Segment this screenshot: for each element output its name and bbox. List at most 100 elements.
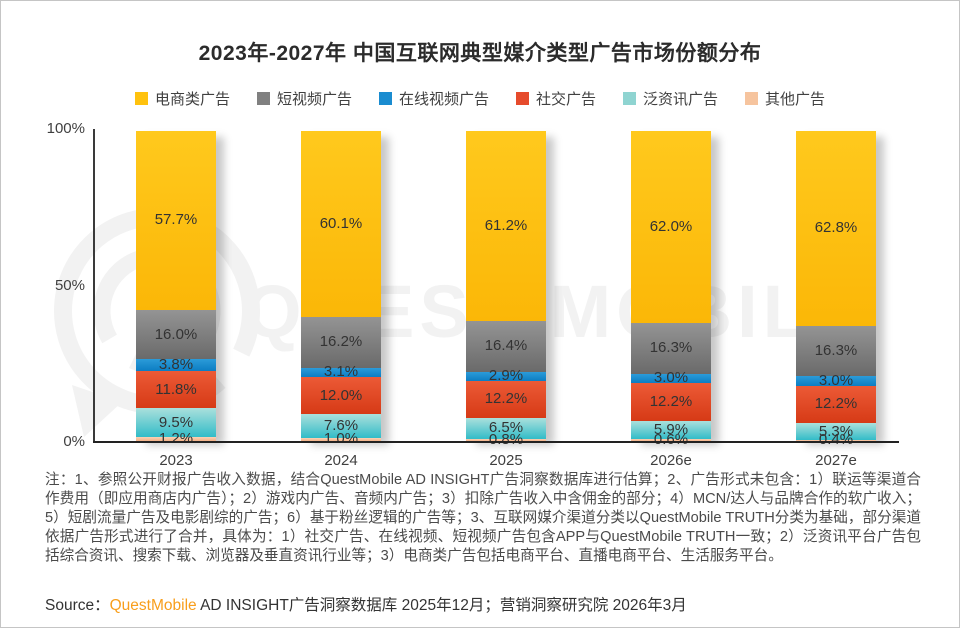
legend-label: 其他广告 bbox=[765, 91, 826, 108]
segment-value-label: 12.2% bbox=[649, 392, 693, 410]
y-axis-tick-label: 50% bbox=[54, 277, 85, 294]
legend-label: 社交广告 bbox=[536, 91, 597, 108]
legend-label: 电商类广告 bbox=[154, 91, 230, 108]
segment-value-label: 1.2% bbox=[158, 430, 194, 448]
x-axis-category-label: 2027e bbox=[815, 452, 857, 469]
segment-value-label: 3.1% bbox=[323, 363, 359, 381]
stacked-bar-2023: 57.7% 16.0% 3.8% 11.8% 9.5% 1.2% bbox=[136, 131, 216, 447]
bar-segment bbox=[136, 359, 216, 372]
segment-value-label: 9.5% bbox=[158, 413, 194, 431]
y-axis-line bbox=[93, 129, 95, 442]
segment-value-label: 5.9% bbox=[653, 420, 689, 438]
segment-value-label: 12.2% bbox=[814, 395, 858, 413]
legend-item-0: 电商类广告 bbox=[134, 88, 230, 109]
segment-value-label: 2.9% bbox=[488, 367, 524, 385]
segment-value-label: 11.8% bbox=[155, 380, 197, 398]
legend-swatch-icon bbox=[745, 92, 759, 105]
bar-segment bbox=[631, 131, 711, 324]
legend-swatch-icon bbox=[134, 92, 148, 105]
legend-item-2: 在线视频广告 bbox=[378, 88, 489, 109]
segment-value-label: 12.0% bbox=[319, 386, 363, 404]
legend-swatch-icon bbox=[516, 92, 529, 105]
x-axis-category-label: 2023 bbox=[159, 452, 193, 469]
bar-segment bbox=[136, 131, 216, 310]
bar-segment bbox=[631, 373, 711, 384]
bar-segment bbox=[466, 131, 546, 321]
segment-value-label: 16.2% bbox=[319, 333, 363, 351]
source-line: Source：QuestMobile AD INSIGHT广告洞察数据库 202… bbox=[45, 593, 687, 615]
bar-segment bbox=[136, 407, 216, 438]
bar-segment bbox=[466, 371, 546, 381]
bar-segment bbox=[796, 325, 876, 377]
segment-value-label: 16.0% bbox=[154, 325, 198, 343]
bar-segment bbox=[136, 371, 216, 408]
legend-label: 在线视频广告 bbox=[398, 91, 489, 108]
chart-title: 2023年-2027年 中国互联网典型媒介类型广告市场份额分布 bbox=[198, 42, 762, 65]
segment-value-label: 3.8% bbox=[158, 356, 194, 374]
bar-segment bbox=[301, 377, 381, 415]
bar-segment bbox=[301, 131, 381, 318]
bar-segment bbox=[796, 376, 876, 386]
x-axis-category-label: 2026e bbox=[650, 452, 692, 469]
stacked-bar-2026e: 62.0% 16.3% 3.0% 12.2% 5.9% 0.6% bbox=[631, 131, 711, 448]
legend-item-3: 社交广告 bbox=[516, 88, 596, 109]
legend-item-5: 其他广告 bbox=[745, 88, 825, 109]
segment-value-label: 0.6% bbox=[653, 431, 689, 449]
segment-value-label: 57.7% bbox=[154, 211, 198, 229]
bar-segment bbox=[631, 383, 711, 421]
segment-value-label: 16.3% bbox=[649, 339, 693, 357]
bar-segment bbox=[136, 309, 216, 360]
legend-label: 短视频广告 bbox=[276, 91, 352, 108]
x-axis-line bbox=[93, 441, 899, 443]
y-axis-tick-label: 0% bbox=[63, 433, 85, 450]
segment-value-label: 16.4% bbox=[484, 337, 528, 355]
legend-swatch-icon bbox=[378, 92, 392, 105]
x-axis-category-label: 2024 bbox=[324, 452, 358, 469]
segment-value-label: 6.5% bbox=[488, 419, 524, 437]
stacked-bar-2027e: 62.8% 16.3% 3.0% 12.2% 5.3% 0.4% bbox=[796, 131, 876, 448]
legend-swatch-icon bbox=[623, 92, 637, 105]
bar-segment bbox=[466, 320, 546, 372]
source-rest: AD INSIGHT广告洞察数据库 2025年12月；营销洞察研究院 2026年… bbox=[196, 597, 687, 614]
bar-segment bbox=[466, 380, 546, 419]
bar-segment bbox=[466, 438, 546, 441]
legend-item-1: 短视频广告 bbox=[256, 88, 352, 109]
legend-label: 泛资讯广告 bbox=[643, 91, 719, 108]
bar-segment bbox=[301, 437, 381, 441]
segment-value-label: 61.2% bbox=[484, 216, 528, 234]
source-prefix: Source： bbox=[45, 597, 110, 614]
segment-value-label: 0.8% bbox=[488, 430, 524, 448]
x-axis-category-label: 2025 bbox=[489, 452, 523, 469]
bar-segment bbox=[796, 439, 876, 441]
bar-segment bbox=[796, 131, 876, 326]
bar-segment bbox=[301, 317, 381, 368]
bar-segment bbox=[136, 437, 216, 441]
chart-legend: 电商类广告 短视频广告 在线视频广告 社交广告 泛资讯广告 其他广告 bbox=[1, 88, 959, 109]
y-axis-tick-label: 100% bbox=[46, 120, 85, 137]
bar-segment bbox=[466, 418, 546, 439]
stacked-bar-2025: 61.2% 16.4% 2.9% 12.2% 6.5% 0.8% bbox=[466, 131, 546, 448]
bar-segment bbox=[631, 420, 711, 440]
segment-value-label: 62.0% bbox=[649, 218, 693, 236]
bar-segment bbox=[631, 323, 711, 374]
footnote: 注：1、参照公开财报广告收入数据，结合QuestMobile AD INSIGH… bbox=[45, 472, 922, 564]
legend-swatch-icon bbox=[256, 92, 270, 105]
bar-segment bbox=[301, 414, 381, 438]
segment-value-label: 3.0% bbox=[653, 369, 689, 387]
bar-segment bbox=[631, 439, 711, 441]
segment-value-label: 3.0% bbox=[818, 371, 854, 389]
stacked-bar-2024: 60.1% 16.2% 3.1% 12.0% 7.6% 1.0% bbox=[301, 131, 381, 447]
segment-value-label: 16.3% bbox=[814, 341, 858, 359]
segment-value-label: 12.2% bbox=[484, 390, 528, 408]
bar-segment bbox=[796, 423, 876, 440]
legend-item-4: 泛资讯广告 bbox=[623, 88, 718, 109]
segment-value-label: 5.3% bbox=[818, 422, 854, 440]
segment-value-label: 7.6% bbox=[323, 417, 359, 435]
bar-segment bbox=[301, 367, 381, 378]
segment-value-label: 1.0% bbox=[323, 430, 359, 448]
bar-segment bbox=[796, 385, 876, 424]
segment-value-label: 62.8% bbox=[814, 219, 858, 237]
source-brand: QuestMobile bbox=[109, 597, 197, 614]
segment-value-label: 60.1% bbox=[319, 215, 363, 233]
